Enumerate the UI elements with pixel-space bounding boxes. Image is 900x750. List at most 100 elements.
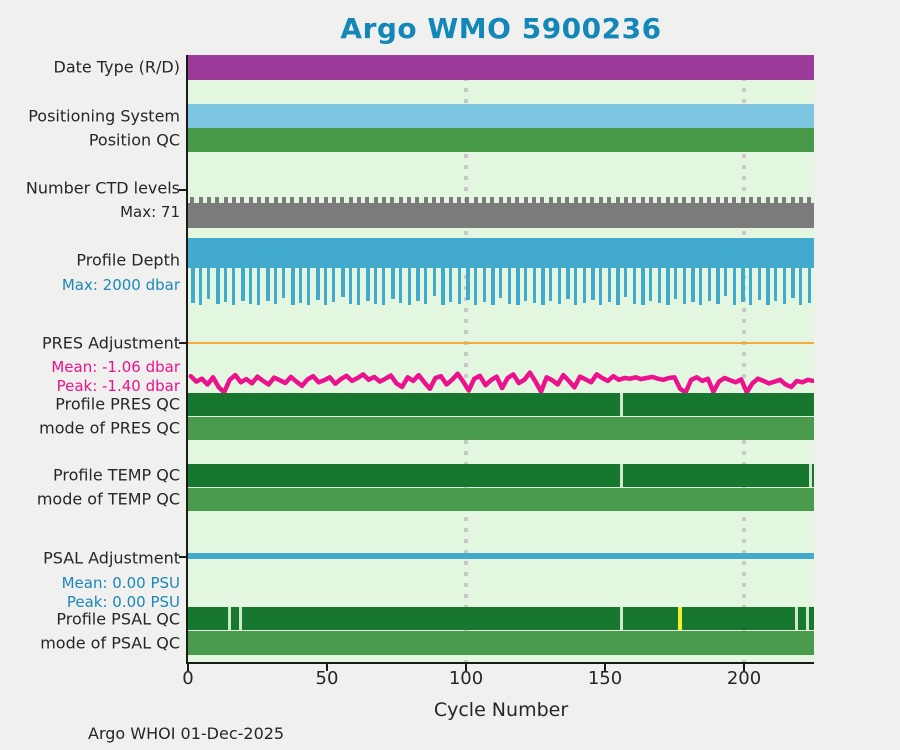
- ctd-level-tick: [507, 197, 512, 205]
- ctd-level-tick: [682, 197, 687, 205]
- ctd-level-tick: [215, 197, 220, 205]
- row-label-positioning-system: Positioning System: [28, 106, 180, 126]
- ctd-level-tick: [331, 197, 336, 205]
- depth-spike: [540, 266, 545, 305]
- depth-spike: [574, 266, 578, 305]
- depth-spike: [490, 266, 495, 305]
- strip-profile_temp_qc: [188, 464, 814, 487]
- row-sublabel-pres-mean: Mean: -1.06 dbar: [51, 358, 180, 376]
- depth-spike: [515, 266, 520, 305]
- depth-spike: [499, 266, 503, 298]
- depth-spike: [449, 266, 453, 302]
- ctd-level-tick: [290, 197, 295, 205]
- depth-spike: [257, 266, 261, 305]
- depth-spike: [465, 266, 470, 300]
- depth-spike: [390, 266, 395, 299]
- vertical-gridline: [742, 55, 746, 662]
- ctd-level-tick: [748, 197, 753, 205]
- ctd-level-tick: [340, 197, 345, 205]
- depth-spike: [357, 266, 361, 305]
- x-axis-tick: [465, 664, 467, 671]
- ctd-level-tick: [423, 197, 428, 205]
- ctd-level-tick: [398, 197, 403, 205]
- depth-spike: [649, 266, 653, 301]
- ctd-level-tick: [265, 197, 270, 205]
- ctd-level-tick: [698, 197, 703, 205]
- row-sublabel-pres-peak: Peak: -1.40 dbar: [56, 377, 180, 395]
- depth-spike: [674, 266, 678, 299]
- depth-spike: [757, 266, 761, 300]
- depth-spike: [474, 266, 478, 305]
- ctd-level-tick: [415, 197, 420, 205]
- strip-break-profile_psal_qc: [806, 607, 810, 630]
- depth-spike: [507, 266, 511, 304]
- strip-n_ctd_levels: [188, 203, 814, 228]
- strip-mode_pres_qc: [188, 417, 814, 440]
- x-axis-tick: [743, 664, 745, 671]
- depth-spike: [365, 266, 370, 301]
- strip-profile_psal_qc: [188, 607, 814, 630]
- strip-date_type: [188, 55, 814, 80]
- row-label-ctd-levels: Number CTD levels: [25, 178, 180, 198]
- row-sublabel-psal-mean: Mean: 0.00 PSU: [61, 574, 180, 592]
- ctd-level-tick: [690, 197, 695, 205]
- depth-spike: [432, 266, 436, 296]
- ctd-level-tick: [648, 197, 653, 205]
- depth-spike: [424, 266, 428, 304]
- depth-spike: [232, 266, 236, 305]
- row-label-pres-adjustment: PRES Adjustment: [42, 333, 180, 353]
- depth-spike: [307, 266, 311, 305]
- depth-spike: [724, 266, 728, 296]
- depth-spike: [641, 266, 646, 305]
- depth-spike: [666, 266, 671, 305]
- depth-spike: [532, 266, 536, 303]
- strip-break-profile_psal_qc: [678, 607, 683, 630]
- depth-spike: [782, 266, 786, 304]
- strip-break-profile_temp_qc: [620, 464, 624, 487]
- depth-spike: [549, 266, 553, 301]
- ctd-level-tick: [540, 197, 545, 205]
- x-axis-title: Cycle Number: [433, 699, 569, 721]
- ctd-level-tick: [482, 197, 487, 205]
- depth-spike: [315, 266, 320, 300]
- depth-spike: [624, 266, 628, 297]
- depth-spike: [749, 266, 753, 305]
- depth-spike: [290, 266, 295, 305]
- depth-spike: [349, 266, 353, 304]
- ctd-level-tick: [390, 197, 395, 205]
- strip-mode_temp_qc: [188, 488, 814, 511]
- ctd-level-tick: [348, 197, 353, 205]
- ctd-level-tick: [498, 197, 503, 205]
- row-label-date-type: Date Type (R/D): [53, 57, 180, 77]
- depth-spike: [557, 266, 561, 304]
- x-tick-label-200: 200: [726, 668, 762, 689]
- row-label-profile-pres-qc: Profile PRES QC: [55, 394, 180, 414]
- depth-spike: [766, 266, 771, 305]
- depth-spike: [524, 266, 528, 301]
- row-sublabel-ctd-max: Max: 71: [120, 203, 180, 221]
- depth-spike: [799, 266, 803, 305]
- ctd-level-tick: [615, 197, 620, 205]
- x-axis-tick: [326, 664, 328, 671]
- ctd-level-tick: [673, 197, 678, 205]
- pres-zero-line: [188, 342, 814, 344]
- row-sublabel-psal-peak: Peak: 0.00 PSU: [66, 593, 180, 611]
- x-tick-label-150: 150: [587, 668, 623, 689]
- ctd-level-tick: [381, 197, 386, 205]
- depth-spike: [340, 266, 345, 297]
- ctd-level-tick: [715, 197, 720, 205]
- ctd-level-tick: [573, 197, 578, 205]
- ctd-level-tick: [315, 197, 320, 205]
- depth-spike: [207, 266, 211, 299]
- ctd-level-tick: [640, 197, 645, 205]
- y-axis-line: [186, 55, 188, 664]
- ctd-level-tick: [582, 197, 587, 205]
- ctd-level-tick: [231, 197, 236, 205]
- ctd-level-tick: [273, 197, 278, 205]
- depth-spike: [732, 266, 736, 305]
- depth-spike: [374, 266, 378, 304]
- depth-spike: [215, 266, 220, 304]
- y-axis-tick: [179, 556, 186, 558]
- depth-spike: [407, 266, 411, 305]
- ctd-level-tick: [523, 197, 528, 205]
